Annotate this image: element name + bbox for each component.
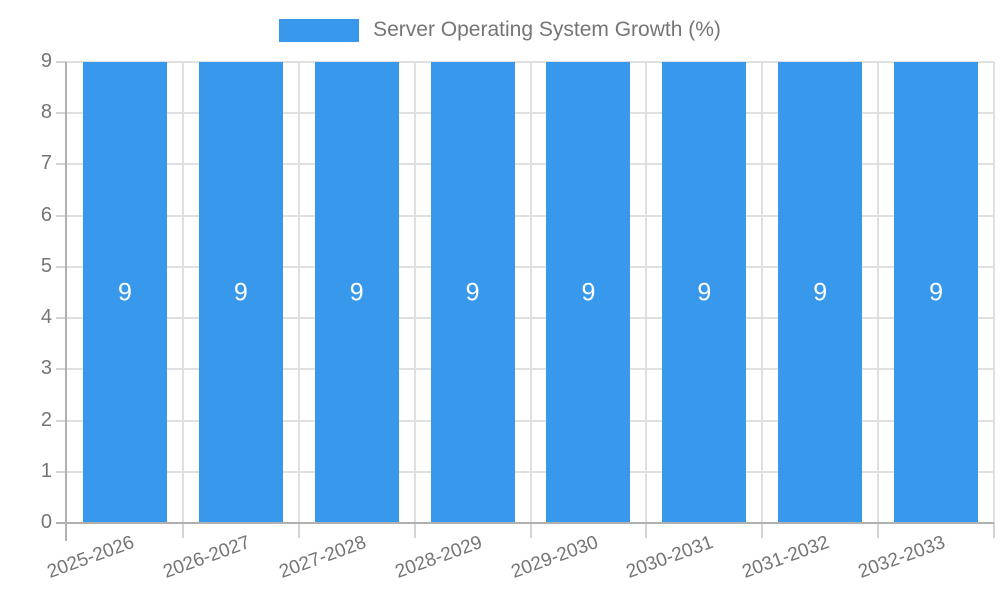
y-axis-tick-label: 5 [40, 254, 52, 277]
bar[interactable]: 9 [314, 62, 399, 523]
bar-value-label: 9 [581, 278, 596, 306]
x-axis-label: 2026-2027 [160, 532, 253, 583]
y-axis-tick-label: 3 [40, 357, 52, 380]
x-axis-tick [645, 523, 648, 538]
bar-value-label: 9 [117, 278, 132, 306]
y-axis-tick [56, 163, 67, 166]
y-axis-tick [56, 112, 67, 115]
y-axis-tick-label: 4 [40, 306, 52, 329]
bar[interactable]: 9 [198, 62, 283, 523]
x-axis-tick [181, 523, 184, 538]
y-axis-tick [56, 317, 67, 320]
v-gridline [529, 62, 532, 523]
y-axis-tick [56, 470, 67, 473]
v-gridline [413, 62, 416, 523]
bar-value-label: 9 [233, 278, 248, 306]
legend-label: Server Operating System Growth (%) [373, 18, 721, 41]
x-axis-label: 2031-2032 [739, 532, 833, 583]
bar[interactable]: 9 [778, 62, 863, 523]
chart-legend: Server Operating System Growth (%) [0, 18, 1000, 42]
x-axis-tick [297, 523, 300, 538]
x-axis-tick [529, 523, 532, 538]
y-axis-line [65, 62, 67, 541]
y-axis-tick-label: 7 [40, 152, 52, 175]
x-axis-tick [761, 523, 764, 538]
x-axis-label: 2025-2026 [44, 532, 138, 583]
y-axis-tick-label: 2 [40, 408, 52, 431]
v-gridline [993, 62, 995, 523]
x-axis-tick [877, 523, 880, 538]
bar-value-label: 9 [813, 278, 828, 306]
v-gridline [297, 62, 300, 523]
y-axis-tick-label: 6 [40, 203, 52, 226]
bar[interactable]: 9 [82, 62, 167, 523]
bar-value-label: 9 [929, 278, 944, 306]
x-axis-label: 2028-2029 [392, 532, 485, 583]
y-axis-tick [56, 419, 67, 422]
y-axis-tick [56, 265, 67, 268]
v-gridline [877, 62, 880, 523]
bar-value-label: 9 [349, 278, 364, 306]
x-axis-tick [993, 523, 995, 538]
x-axis-label: 2030-2031 [623, 532, 717, 583]
bar-value-label: 9 [465, 278, 480, 306]
y-axis-tick-label: 0 [40, 511, 52, 534]
legend-swatch-icon [279, 18, 360, 42]
y-axis-tick [56, 368, 67, 371]
y-axis-tick-label: 9 [40, 50, 52, 73]
x-axis-label: 2027-2028 [276, 532, 369, 583]
v-gridline [645, 62, 648, 523]
bar-value-label: 9 [697, 278, 712, 306]
x-axis-tick [413, 523, 416, 538]
legend-item[interactable]: Server Operating System Growth (%) [279, 18, 721, 42]
bar[interactable]: 9 [546, 62, 631, 523]
x-axis-label: 2029-2030 [508, 532, 601, 583]
x-axis-label: 2032-2033 [855, 532, 949, 583]
y-axis-tick-label: 8 [40, 101, 52, 124]
y-axis-tick-label: 1 [40, 459, 52, 482]
v-gridline [761, 62, 764, 523]
y-axis-tick [56, 61, 67, 63]
bar[interactable]: 9 [662, 62, 747, 523]
bar[interactable]: 9 [430, 62, 515, 523]
y-axis-tick [56, 214, 67, 217]
x-axis-line [56, 522, 994, 524]
bar[interactable]: 9 [894, 62, 979, 523]
v-gridline [181, 62, 184, 523]
